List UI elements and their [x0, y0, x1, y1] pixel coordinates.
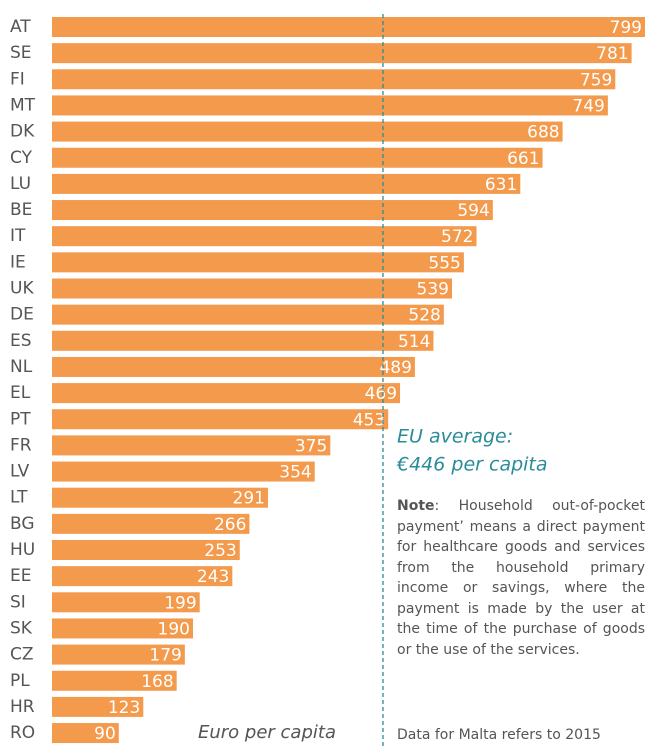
- bar: [52, 383, 401, 404]
- bar: [52, 330, 434, 351]
- bar: [52, 173, 521, 194]
- category-label: ES: [10, 331, 32, 351]
- category-label: EE: [10, 566, 31, 586]
- reference-label: EU average:: [397, 426, 513, 448]
- category-label: DE: [10, 305, 34, 325]
- bar: [52, 487, 268, 508]
- bar: [52, 121, 563, 142]
- value-label: 528: [408, 306, 440, 326]
- value-label: 243: [197, 567, 229, 587]
- category-label: SI: [10, 592, 26, 612]
- bar: [52, 409, 389, 430]
- value-label: 594: [457, 201, 489, 221]
- value-label: 799: [610, 18, 642, 38]
- category-label: SK: [10, 618, 33, 638]
- note-text: : Household out-of-pocket payment’ means…: [397, 498, 645, 658]
- category-label: PL: [10, 671, 30, 691]
- value-label: 123: [108, 698, 140, 718]
- category-label: AT: [10, 17, 31, 37]
- value-label: 572: [441, 227, 473, 247]
- bar: [52, 513, 250, 534]
- bar: [52, 461, 315, 482]
- category-label: FR: [10, 435, 32, 455]
- value-label: 759: [580, 70, 612, 90]
- value-label: 253: [204, 541, 236, 561]
- category-label: LT: [10, 488, 28, 508]
- bar: [52, 69, 616, 90]
- value-label: 688: [527, 123, 559, 143]
- bar: [52, 17, 645, 37]
- value-label: 555: [428, 253, 460, 273]
- value-label: 661: [507, 149, 539, 169]
- category-label: PT: [10, 409, 31, 429]
- category-label: BG: [10, 514, 35, 534]
- category-label: CY: [10, 148, 33, 168]
- value-label: 453: [353, 410, 385, 430]
- bar: [52, 723, 119, 744]
- bar: [52, 644, 185, 665]
- value-label: 514: [398, 332, 430, 352]
- bar: [52, 43, 632, 64]
- category-label: RO: [10, 723, 35, 743]
- value-label: 354: [279, 463, 311, 483]
- category-label: UK: [10, 279, 34, 299]
- bar: [52, 95, 608, 116]
- bar: [52, 252, 464, 273]
- bar: [52, 435, 331, 456]
- bar: [52, 356, 415, 377]
- category-label: DK: [10, 122, 35, 142]
- category-label: LV: [10, 462, 30, 482]
- bar: [52, 147, 543, 168]
- value-label: 539: [417, 280, 449, 300]
- value-label: 168: [141, 672, 173, 692]
- note-label: Note: [397, 498, 435, 514]
- reference-label: €446 per capita: [396, 454, 548, 476]
- value-label: 90: [94, 724, 116, 744]
- value-label: 489: [379, 358, 411, 378]
- bar: [52, 592, 200, 613]
- category-label: NL: [10, 357, 33, 377]
- footnote: Data for Malta refers to 2015: [397, 727, 601, 743]
- category-label: SE: [10, 43, 32, 63]
- value-label: 190: [158, 619, 190, 639]
- value-label: 375: [295, 436, 327, 456]
- value-label: 266: [214, 515, 246, 535]
- category-label: EL: [10, 383, 31, 403]
- value-label: 631: [485, 175, 517, 195]
- bar: [52, 278, 453, 299]
- category-label: LU: [10, 174, 31, 194]
- bar: [52, 540, 240, 560]
- category-label: IE: [10, 252, 26, 272]
- bar: [52, 670, 177, 691]
- category-label: FI: [10, 69, 25, 89]
- category-label: HR: [10, 697, 35, 717]
- note: Note: Household out-of-pocket payment’ m…: [397, 496, 645, 660]
- x-axis-label: Euro per capita: [198, 722, 336, 743]
- bar: [52, 304, 444, 325]
- value-label: 749: [572, 96, 604, 116]
- value-label: 469: [365, 384, 397, 404]
- value-label: 199: [164, 593, 196, 613]
- category-label: CZ: [10, 645, 34, 665]
- bar: [52, 618, 194, 639]
- bar: [52, 696, 144, 717]
- bar: [52, 200, 493, 221]
- value-label: 781: [596, 44, 628, 64]
- bar: [52, 226, 477, 247]
- category-label: BE: [10, 200, 32, 220]
- value-label: 179: [149, 646, 181, 666]
- category-label: IT: [10, 226, 26, 246]
- bar: [52, 566, 233, 587]
- category-label: HU: [10, 540, 35, 560]
- category-label: MT: [10, 95, 36, 115]
- value-label: 291: [233, 489, 265, 509]
